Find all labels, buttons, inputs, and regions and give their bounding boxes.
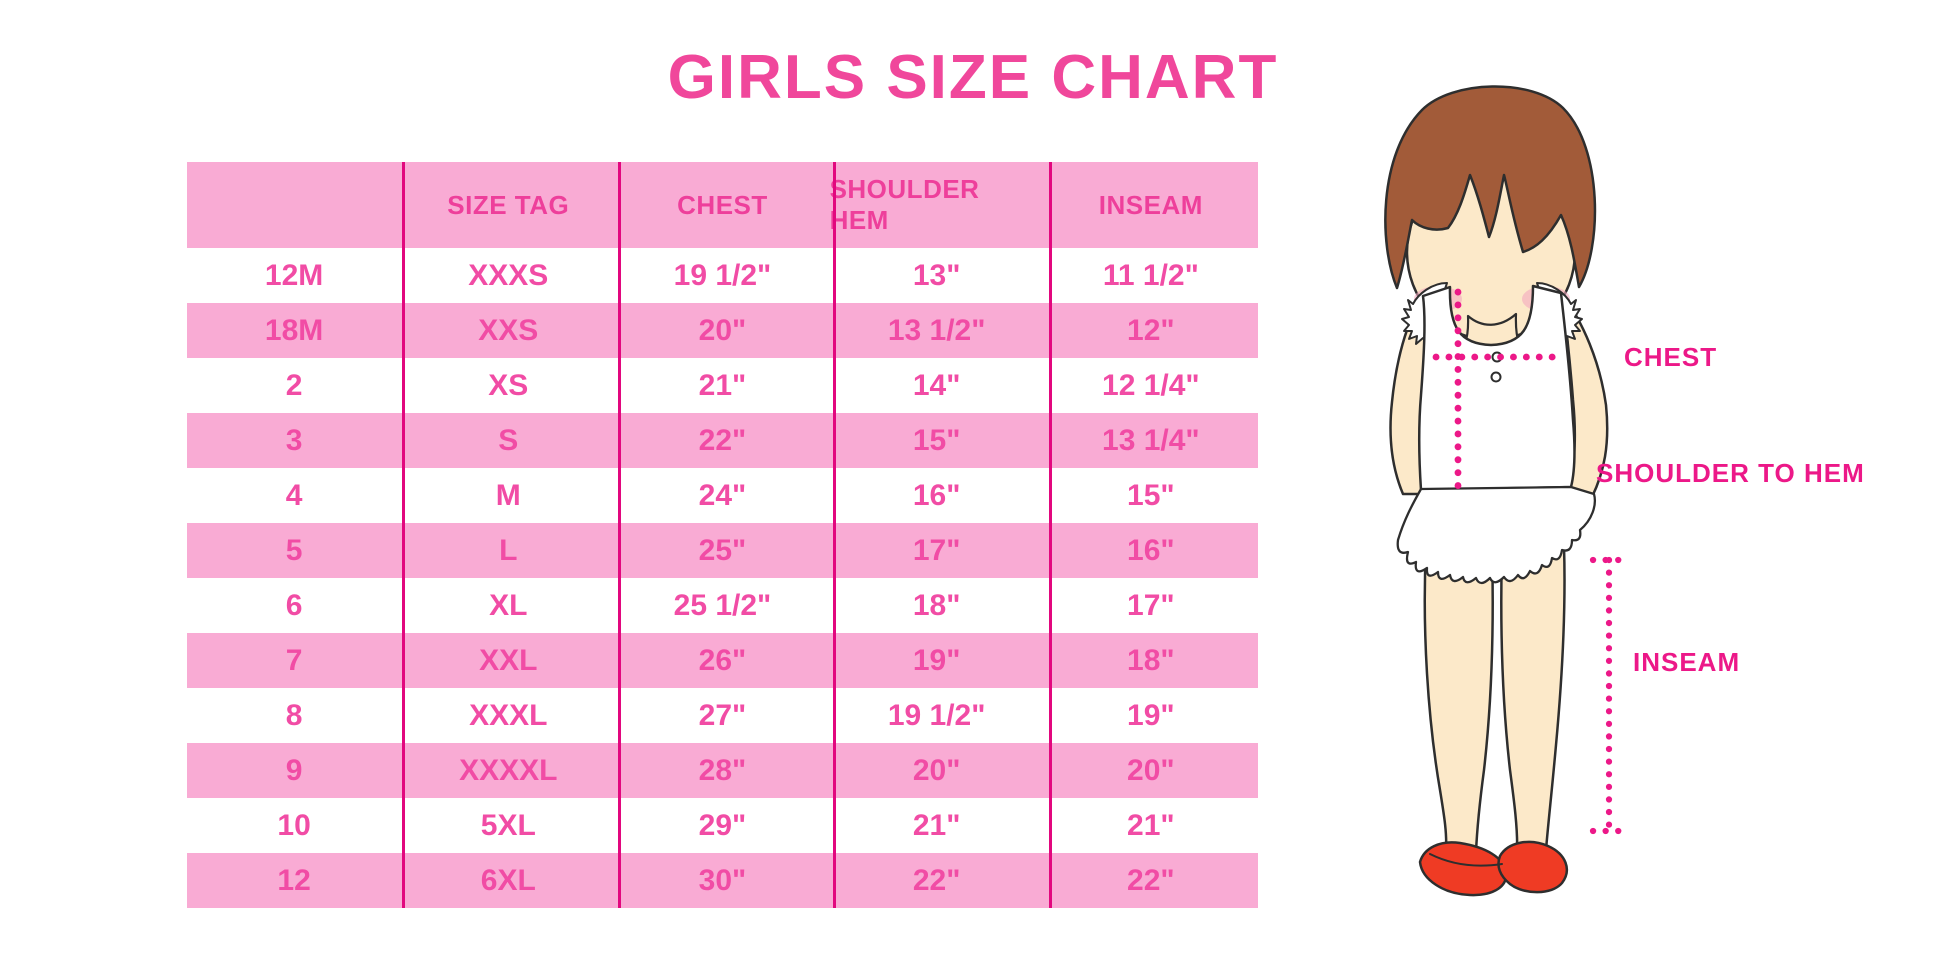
size-table: SIZE TAG CHEST SHOULDER HEM INSEAM 12M XXXS 1… — [187, 162, 1258, 908]
table-cell: 8 — [285, 698, 303, 732]
table-cell: 27" — [698, 698, 747, 732]
table-row-12m: 12M XXXS 19 1/2" 13" 11 1/2" — [187, 248, 1258, 303]
table-cell: 25 1/2" — [673, 588, 772, 622]
inseam-label: INSEAM — [1633, 647, 1741, 677]
table-cell: 21" — [698, 368, 747, 402]
table-cell: 9 — [285, 753, 303, 787]
table-cell: XXXS — [468, 258, 549, 292]
table-cell: XS — [488, 368, 529, 402]
table-cell: 12M — [264, 258, 324, 292]
column-header-chest: CHEST — [677, 189, 768, 220]
table-cell: 13 1/2" — [887, 313, 986, 347]
table-cell: 17" — [1127, 588, 1175, 622]
table-row-12: 12 6XL 30" 22" 22" — [187, 853, 1258, 908]
table-cell: 15" — [1127, 478, 1175, 512]
table-cell: 19 1/2" — [673, 258, 772, 292]
table-cell: 5XL — [480, 808, 536, 842]
girl-button-bottom — [1490, 371, 1502, 383]
table-cell: 26" — [698, 643, 747, 677]
table-cell: 10 — [277, 808, 311, 842]
table-row-9: 9 XXXXL 28" 20" 20" — [187, 743, 1258, 798]
table-cell: 15" — [912, 423, 961, 457]
column-header-size-tag: SIZE TAG — [447, 189, 570, 220]
table-cell: S — [498, 423, 519, 457]
table-cell: 18" — [1127, 643, 1175, 677]
table-cell: 21" — [912, 808, 961, 842]
shoulder-to-hem-label: SHOULDER TO HEM — [1596, 458, 1865, 488]
table-cell: 14" — [912, 368, 961, 402]
table-cell: 20" — [1127, 753, 1175, 787]
table-row-3: 3 S 22" 15" 13 1/4" — [187, 413, 1258, 468]
girl-leg-right — [1500, 544, 1566, 854]
girl-top — [1417, 284, 1576, 492]
table-row-2: 2 XS 21" 14" 12 1/4" — [187, 358, 1258, 413]
table-cell: 4 — [285, 478, 303, 512]
table-cell: 28" — [698, 753, 747, 787]
table-cell: 19 1/2" — [887, 698, 986, 732]
table-cell: 22" — [912, 863, 961, 897]
table-cell: M — [495, 478, 521, 512]
table-row-10: 10 5XL 29" 21" 21" — [187, 798, 1258, 853]
table-cell: 18M — [264, 313, 324, 347]
table-cell: XXS — [478, 313, 539, 347]
table-cell: 7 — [285, 643, 303, 677]
table-cell: 3 — [285, 423, 303, 457]
table-cell: 24" — [698, 478, 747, 512]
table-header-row: SIZE TAG CHEST SHOULDER HEM INSEAM — [187, 162, 1258, 248]
column-divider — [402, 162, 405, 908]
page-title: GIRLS SIZE CHART — [667, 43, 1279, 112]
table-cell: XXXL — [469, 698, 548, 732]
table-cell: 13" — [912, 258, 961, 292]
table-cell: 25" — [698, 533, 747, 567]
girl-leg-left — [1423, 546, 1494, 854]
table-cell: 17" — [912, 533, 961, 567]
table-cell: XXL — [479, 643, 538, 677]
girl-shoe-left — [1418, 841, 1508, 897]
column-divider — [833, 162, 836, 908]
table-body: 12M XXXS 19 1/2" 13" 11 1/2" 18M XXS 20" 13 1/2"… — [187, 248, 1258, 908]
table-cell: 19" — [912, 643, 961, 677]
table-cell: 29" — [698, 808, 747, 842]
table-cell: 13 1/4" — [1102, 423, 1200, 457]
table-row-18m: 18M XXS 20" 13 1/2" 12" — [187, 303, 1258, 358]
column-divider — [1049, 162, 1052, 908]
table-cell: 6 — [285, 588, 303, 622]
table-cell: 16" — [1127, 533, 1175, 567]
table-cell: 22" — [698, 423, 747, 457]
girl-skirt — [1396, 485, 1596, 585]
table-cell: 22" — [1127, 863, 1175, 897]
girl-hair — [1384, 85, 1597, 290]
table-row-8: 8 XXXL 27" 19 1/2" 19" — [187, 688, 1258, 743]
table-cell: XXXXL — [459, 753, 558, 787]
table-row-5: 5 L 25" 17" 16" — [187, 523, 1258, 578]
table-cell: 19" — [1127, 698, 1175, 732]
table-cell: L — [499, 533, 518, 567]
girl-shoe-right — [1497, 840, 1568, 894]
table-row-4: 4 M 24" 16" 15" — [187, 468, 1258, 523]
table-cell: 12 1/4" — [1102, 368, 1200, 402]
girl-shoe-strap-left — [1429, 853, 1503, 867]
table-cell: 16" — [912, 478, 961, 512]
table-cell: 5 — [285, 533, 303, 567]
table-cell: 18" — [912, 588, 961, 622]
table-cell: XL — [489, 588, 528, 622]
table-cell: 2 — [285, 368, 303, 402]
column-divider — [618, 162, 621, 908]
table-cell: 12 — [277, 863, 311, 897]
girl-illustration — [1384, 85, 1629, 897]
table-cell: 20" — [698, 313, 747, 347]
table-cell: 6XL — [480, 863, 536, 897]
table-cell: 12" — [1127, 313, 1175, 347]
table-cell: 30" — [698, 863, 747, 897]
chest-label: CHEST — [1624, 342, 1718, 372]
table-cell: 21" — [1127, 808, 1175, 842]
table-cell: 11 1/2" — [1102, 258, 1199, 292]
table-row-6: 6 XL 25 1/2" 18" 17" — [187, 578, 1258, 633]
table-row-7: 7 XXL 26" 19" 18" — [187, 633, 1258, 688]
column-header-blank — [187, 162, 401, 248]
table-cell: 20" — [912, 753, 961, 787]
column-header-shoulder-hem: SHOULDER HEM — [829, 174, 980, 235]
column-header-inseam: INSEAM — [1098, 189, 1203, 220]
